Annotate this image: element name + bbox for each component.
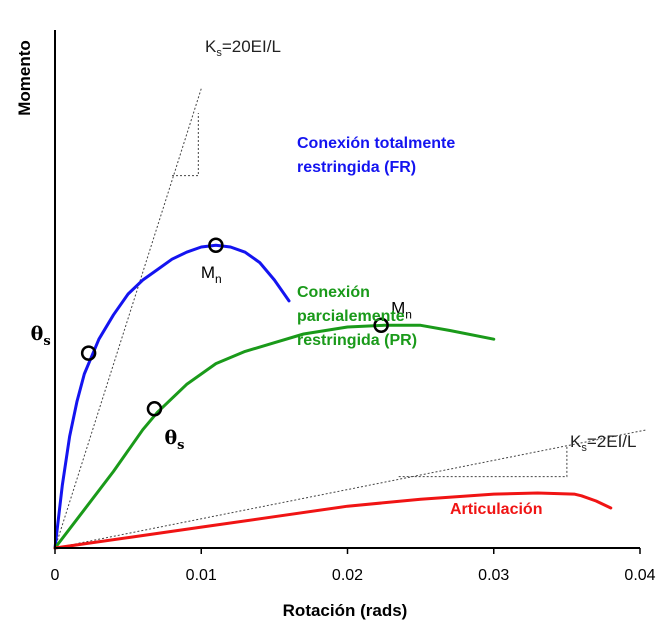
x-axis-title: Rotación (rads) xyxy=(283,601,408,620)
x-tick-label: 0.02 xyxy=(332,567,363,584)
marker-label-Mn-fr: Mn xyxy=(201,263,222,286)
marker-Mn-fr xyxy=(208,237,224,253)
series-label-pr: parcialemente xyxy=(297,308,405,325)
series-line-pr xyxy=(53,323,496,550)
slope-triangle-2 xyxy=(398,445,568,478)
marker-label-Mn-pr: Mn xyxy=(391,298,412,321)
series-label-fr: Conexión totalmente xyxy=(297,135,455,152)
markers: Mn θs Mn θs xyxy=(31,237,412,453)
annotations: Conexión totalmente restringida (FR) Conex… xyxy=(297,135,542,518)
marker-Mn-pr xyxy=(373,317,389,334)
x-tick-label: 0.04 xyxy=(624,567,655,584)
x-tick-label: 0.03 xyxy=(478,567,509,584)
ref-label-2: Ks=2EI/L xyxy=(570,432,636,454)
ref-line-2 xyxy=(54,429,648,549)
ref-line-1 xyxy=(54,88,202,549)
marker-theta-s-fr xyxy=(80,345,97,361)
slope-triangle-1 xyxy=(172,113,199,177)
reference-lines: Ks=20EI/L Ks=2EI/L xyxy=(54,37,648,549)
marker-theta-s-pr xyxy=(146,401,163,417)
ref-label-1: Ks=20EI/L xyxy=(205,37,281,59)
y-axis-title: Momento xyxy=(15,40,34,116)
x-tick-label: 0.01 xyxy=(186,567,217,584)
series-line-articulacion xyxy=(53,491,613,550)
series-label-articulacion: Articulación xyxy=(450,501,542,518)
x-axis-ticks: 0 0.01 0.02 0.03 0.04 xyxy=(51,548,656,584)
series-lines xyxy=(53,243,613,550)
series-label-pr: Conexión xyxy=(297,284,370,301)
series-label-fr: restringida (FR) xyxy=(297,159,416,176)
marker-label-theta-s-pr: θs xyxy=(164,427,184,453)
marker-label-theta-s-fr: θs xyxy=(31,323,51,349)
series-label-pr: restringida (PR) xyxy=(297,332,417,349)
x-tick-label: 0 xyxy=(51,567,60,584)
series-line-fr xyxy=(53,243,291,550)
